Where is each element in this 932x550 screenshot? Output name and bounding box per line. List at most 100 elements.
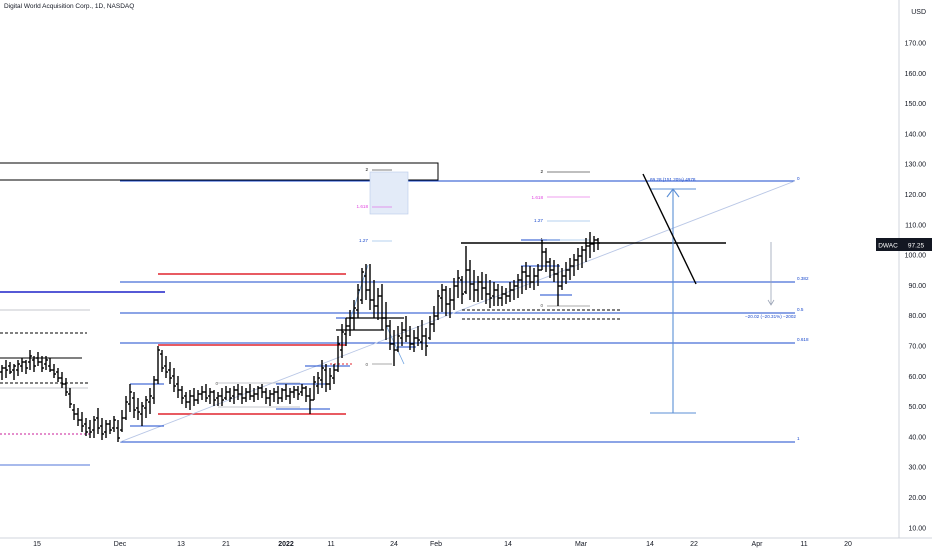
price-bar	[428, 316, 432, 340]
price-bar	[216, 392, 220, 406]
price-tick-label: 20.00	[908, 495, 926, 502]
price-bar	[400, 322, 404, 346]
price-tick-label: 70.00	[908, 344, 926, 351]
price-bar	[320, 360, 324, 388]
ext-1-label: 1	[540, 237, 543, 242]
price-bar	[188, 390, 192, 410]
time-tick-label: 14	[646, 541, 654, 548]
price-bar	[260, 384, 264, 398]
price-bar	[228, 388, 232, 402]
price-bar	[8, 362, 12, 374]
ext-127-label: 1.27	[534, 218, 543, 223]
time-tick-label: 11	[327, 541, 334, 548]
last-price-tag	[900, 238, 932, 251]
price-bar	[284, 384, 288, 400]
price-bar	[196, 390, 200, 404]
price-bar	[96, 408, 100, 434]
ext-2-label: 2	[540, 169, 543, 174]
price-bar	[364, 264, 368, 300]
price-bar	[488, 280, 492, 308]
price-bar	[464, 246, 468, 294]
price-bar	[232, 386, 236, 404]
ext-0-label: 0	[365, 362, 368, 367]
price-bar	[316, 372, 320, 394]
price-bar	[156, 346, 160, 384]
rising-trend-line	[119, 180, 796, 443]
price-bar	[116, 420, 120, 442]
projection-leg	[385, 324, 405, 365]
price-bar	[368, 264, 372, 310]
price-bar	[0, 365, 4, 380]
price-bar	[592, 236, 596, 252]
symbol-tag	[876, 238, 900, 251]
price-bar	[416, 326, 420, 346]
ext-0-label: 0	[540, 303, 543, 308]
price-bar	[576, 248, 580, 270]
price-bar	[256, 386, 260, 400]
price-bar	[372, 280, 376, 318]
time-tick-label: Feb	[430, 541, 442, 548]
price-bar	[136, 398, 140, 420]
arrow-head-icon	[767, 299, 775, 306]
price-bar	[500, 286, 504, 306]
price-bar	[408, 326, 412, 350]
projection-leg	[349, 264, 369, 321]
price-bar	[536, 264, 540, 286]
price-bar	[244, 388, 248, 402]
fib-1-label: 1	[797, 436, 800, 441]
fib-05-label: 0.5	[797, 307, 804, 312]
ext-1618-label: 1.618	[357, 204, 369, 209]
price-bar	[404, 316, 408, 342]
price-tick-label: 30.00	[908, 465, 926, 472]
price-bar	[436, 290, 440, 320]
price-bar	[272, 388, 276, 402]
price-bar	[152, 376, 156, 404]
price-bar	[276, 386, 280, 404]
price-bar	[84, 418, 88, 436]
price-tick-label: 130.00	[905, 162, 927, 169]
price-bar	[296, 386, 300, 400]
time-tick-label: 15	[33, 541, 41, 548]
price-bar	[16, 360, 20, 376]
price-bar	[376, 288, 380, 320]
price-bar	[220, 388, 224, 406]
price-bar	[60, 372, 64, 388]
price-bar	[532, 268, 536, 290]
price-bar	[40, 356, 44, 372]
price-bar	[100, 418, 104, 440]
price-bar	[308, 388, 312, 414]
time-tick-label: 21	[222, 541, 230, 548]
price-tick-label: 50.00	[908, 404, 926, 411]
price-bar	[184, 392, 188, 408]
price-bar	[440, 284, 444, 312]
price-bar	[164, 356, 168, 378]
price-bar	[192, 388, 196, 406]
price-tick-label: 100.00	[905, 253, 927, 260]
resistance-box	[0, 162, 439, 181]
price-bar	[224, 386, 228, 400]
time-tick-label: Apr	[752, 541, 764, 548]
time-tick-label: 11	[800, 541, 807, 548]
price-bar	[124, 396, 128, 420]
time-tick-label: Dec	[114, 541, 127, 548]
price-bar	[180, 386, 184, 404]
time-tick-label: Mar	[575, 541, 588, 548]
price-bar	[584, 238, 588, 262]
price-bar	[432, 306, 436, 332]
price-bar	[268, 390, 272, 406]
time-tick-label: 2022	[278, 541, 294, 548]
price-bar	[52, 364, 56, 378]
price-bar	[80, 412, 84, 432]
price-bar	[36, 352, 40, 366]
price-bar	[24, 360, 28, 374]
price-bar	[300, 384, 304, 396]
price-bar	[44, 356, 48, 370]
price-bar	[356, 284, 360, 318]
price-bar	[236, 384, 240, 400]
price-tick-label: 60.00	[908, 374, 926, 381]
price-bar	[568, 258, 572, 280]
price-tick-label: 40.00	[908, 434, 926, 441]
price-bar	[324, 364, 328, 392]
price-bar	[292, 386, 296, 398]
